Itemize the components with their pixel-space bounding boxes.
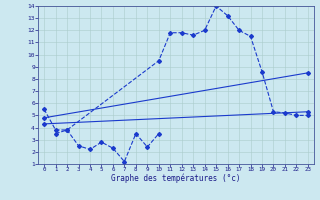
X-axis label: Graphe des températures (°c): Graphe des températures (°c) <box>111 174 241 183</box>
